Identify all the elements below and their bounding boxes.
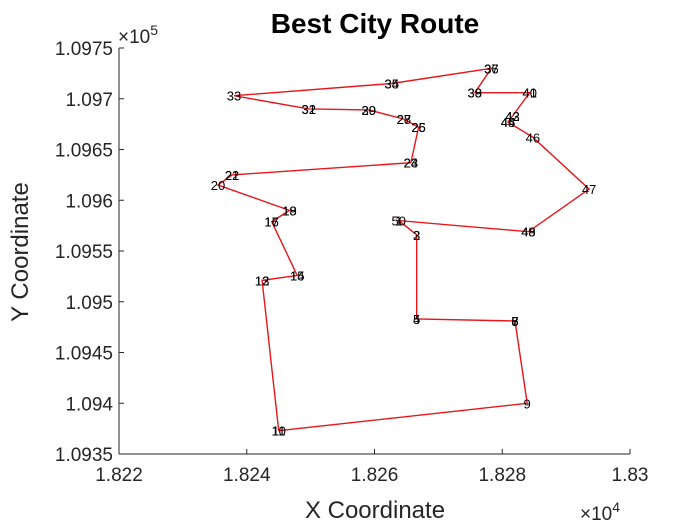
city-label: 34 (385, 77, 399, 92)
route-layer (216, 67, 591, 432)
x-tick-label: 1.822 (95, 465, 143, 486)
y-tick-label: 1.095 (65, 293, 113, 314)
city-label: 43 (505, 109, 519, 124)
city-label: 14 (290, 268, 304, 283)
city-label: 19 (282, 203, 296, 218)
city-label: 22 (225, 168, 239, 183)
city-label: 44 (501, 115, 515, 130)
city-label: 45 (501, 115, 515, 130)
city-label: 1 (395, 214, 402, 229)
city-label: 3 (413, 228, 420, 243)
city-label: 41 (522, 86, 536, 101)
city-label: 20 (211, 178, 225, 193)
y-tick-label: 1.0945 (55, 344, 113, 365)
x-tick-label: 1.826 (351, 465, 399, 486)
city-label: 18 (282, 203, 296, 218)
city-label: 35 (385, 77, 399, 92)
city-label: 33 (227, 89, 241, 104)
x-axis-label: X Coordinate (305, 497, 445, 524)
y-tick-label: 1.096 (65, 191, 113, 212)
x-exponent-power: 4 (612, 499, 620, 515)
city-label: 21 (225, 168, 239, 183)
city-label: 25 (411, 120, 425, 135)
city-label: 38 (468, 86, 482, 101)
chart-title: Best City Route (271, 8, 479, 39)
city-label: 29 (362, 103, 376, 118)
y-exponent-base: ×10 (118, 27, 150, 48)
city-label: 39 (468, 86, 482, 101)
city-label: 28 (397, 112, 411, 127)
city-label: 4 (413, 312, 420, 327)
city-label: 2 (413, 228, 420, 243)
city-label: 37 (484, 61, 498, 76)
city-label: 6 (511, 314, 518, 329)
y-tick-label: 1.094 (65, 394, 113, 415)
city-label: 17 (264, 215, 278, 230)
city-label: 13 (255, 273, 269, 288)
city-label: 24 (404, 156, 418, 171)
city-label: 27 (397, 112, 411, 127)
city-label: 47 (582, 182, 596, 197)
y-tick-label: 1.0935 (55, 445, 113, 466)
point-labels: 1110987543215049484746454443424140393837… (211, 61, 597, 438)
city-label: 36 (484, 61, 498, 76)
city-label: 32 (301, 102, 315, 117)
y-tick-label: 1.0965 (55, 141, 113, 162)
city-label: 49 (521, 225, 535, 240)
city-label: 23 (404, 156, 418, 171)
y-tick-label: 1.0975 (55, 39, 113, 60)
city-label: 7 (511, 314, 518, 329)
city-label: 40 (522, 86, 536, 101)
x-tick-label: 1.83 (612, 465, 649, 486)
city-label: 50 (392, 214, 406, 229)
city-label: 30 (362, 103, 376, 118)
city-label: 10 (271, 424, 285, 439)
city-label: 16 (264, 215, 278, 230)
city-label: 26 (411, 120, 425, 135)
y-tick-label: 1.097 (65, 90, 113, 111)
city-label: 5 (413, 312, 420, 327)
city-label: 46 (526, 130, 540, 145)
x-exponent-base: ×10 (580, 504, 612, 525)
y-tick-label: 1.0955 (55, 242, 113, 263)
city-label: 11 (272, 424, 286, 439)
city-label: 31 (301, 102, 315, 117)
city-label: 42 (505, 109, 519, 124)
city-label: 12 (255, 273, 269, 288)
axes: 1.822 1.824 1.826 1.828 1.83 1.0935 1.094 1.094… (55, 39, 649, 486)
x-tick-label: 1.828 (478, 465, 526, 486)
city-label: 15 (290, 268, 304, 283)
route-line (216, 67, 591, 432)
city-label: 9 (524, 396, 531, 411)
y-axis-label: Y Coordinate (7, 182, 34, 322)
city-label: 8 (511, 314, 518, 329)
x-exponent-label: ×104 (580, 499, 620, 525)
city-label: 48 (521, 225, 535, 240)
y-exponent-label: ×105 (118, 22, 158, 48)
y-exponent-power: 5 (150, 22, 158, 38)
x-tick-label: 1.824 (223, 465, 271, 486)
